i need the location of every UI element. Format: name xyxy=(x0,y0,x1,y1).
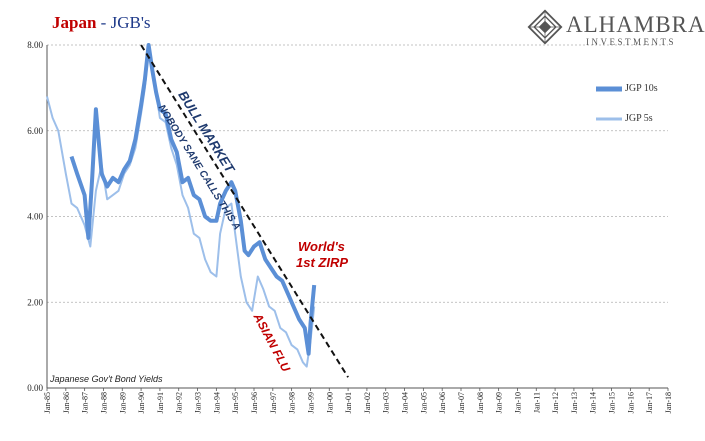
x-tick-label: Jan-08 xyxy=(476,392,485,413)
x-tick-label: Jan-85 xyxy=(43,392,52,413)
brand-name: ALHAMBRA xyxy=(566,12,705,37)
x-tick-label: Jan-94 xyxy=(212,392,221,413)
x-tick-label: Jan-86 xyxy=(62,392,71,413)
y-tick-label: 8.00 xyxy=(27,40,43,50)
chart-axes xyxy=(46,45,669,391)
legend-label-jgp5s: JGP 5s xyxy=(625,113,653,124)
title-subject: - JGB's xyxy=(96,13,151,32)
x-tick-labels: Jan-85 Jan-86 Jan-87 Jan-88 Jan-89 Jan-90 Jan-… xyxy=(43,392,673,413)
x-tick-label: Jan-17 xyxy=(645,392,654,413)
x-tick-label: Jan-90 xyxy=(137,392,146,413)
trendline xyxy=(140,44,349,378)
x-tick-label: Jan-05 xyxy=(419,392,428,413)
trendline-dashed xyxy=(140,44,349,378)
title-country: Japan xyxy=(52,13,97,32)
x-tick-label: Jan-89 xyxy=(118,392,127,413)
x-tick-label: Jan-07 xyxy=(457,392,466,413)
chart-series xyxy=(46,43,317,368)
y-tick-labels: 0.00 2.00 4.00 6.00 8.00 xyxy=(27,40,43,393)
x-tick-label: Jan-15 xyxy=(608,392,617,413)
legend-label-jgp10s: JGP 10s xyxy=(625,83,658,94)
x-tick-label: Jan-13 xyxy=(570,392,579,413)
annotation-zirp-line1: World's xyxy=(298,239,345,254)
source-note: Japanese Gov't Bond Yields xyxy=(50,374,163,384)
x-tick-label: Jan-91 xyxy=(156,392,165,413)
series-line-jgp5s xyxy=(46,48,316,368)
x-tick-label: Jan-12 xyxy=(551,392,560,413)
x-tick-label: Jan-93 xyxy=(194,392,203,413)
x-tick-label: Jan-99 xyxy=(306,392,315,413)
y-tick-label: 4.00 xyxy=(27,212,43,222)
x-tick-label: Jan-98 xyxy=(288,392,297,413)
x-tick-label: Jan-95 xyxy=(231,392,240,413)
x-tick-label: Jan-00 xyxy=(325,392,334,413)
x-tick-label: Jan-11 xyxy=(532,392,541,413)
x-tick-label: Jan-87 xyxy=(81,392,90,413)
x-tick-label: Jan-92 xyxy=(175,392,184,413)
chart-title: Japan - JGB's xyxy=(52,13,151,33)
chart-legend xyxy=(596,86,622,121)
y-tick-label: 2.00 xyxy=(27,297,43,307)
y-tick-label: 6.00 xyxy=(27,126,43,136)
chart-gridlines xyxy=(47,44,668,303)
x-tick-label: Jan-14 xyxy=(589,392,598,413)
alhambra-diamond-icon xyxy=(527,9,563,45)
x-tick-label: Jan-06 xyxy=(438,392,447,413)
brand-subtitle: INVESTMENTS xyxy=(586,37,676,47)
x-tick-label: Jan-18 xyxy=(664,392,673,413)
x-tick-label: Jan-04 xyxy=(401,392,410,413)
series-line-jgp10s xyxy=(69,43,317,356)
x-tick-label: Jan-10 xyxy=(513,392,522,413)
x-tick-label: Jan-09 xyxy=(495,392,504,413)
x-tick-label: Jan-02 xyxy=(363,392,372,413)
x-tick-label: Jan-01 xyxy=(344,392,353,413)
x-tick-label: Jan-96 xyxy=(250,392,259,413)
x-tick-label: Jan-03 xyxy=(382,392,391,413)
x-tick-label: Jan-88 xyxy=(99,392,108,413)
x-tick-label: Jan-16 xyxy=(626,392,635,413)
y-tick-label: 0.00 xyxy=(27,383,43,393)
annotation-zirp-line2: 1st ZIRP xyxy=(296,255,349,270)
x-tick-label: Jan-97 xyxy=(269,392,278,413)
